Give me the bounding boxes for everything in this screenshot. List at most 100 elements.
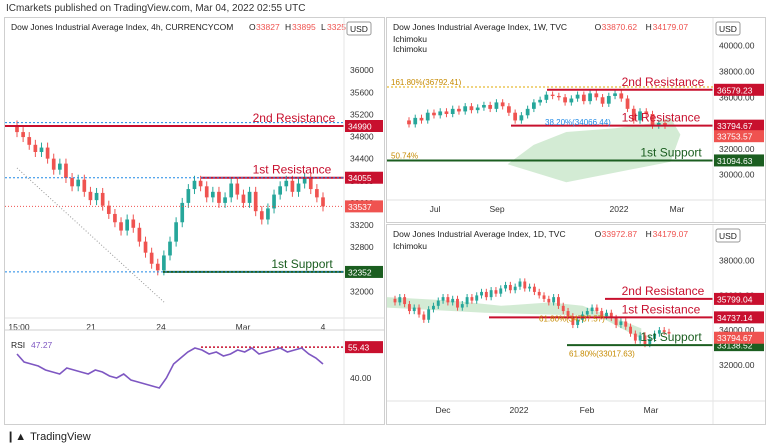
candle-body [302,178,307,184]
candle-body [94,192,99,201]
ohlc-open-value: 33972.87 [602,229,638,239]
indicator-label: Ichimoku [393,44,427,54]
candle-body [321,197,325,207]
ohlc-high-label: H [285,22,291,32]
candle-body [518,281,522,287]
currency-badge [715,21,741,36]
x-tick-label: Dec [435,405,451,415]
candle-body [619,321,623,325]
candle-body [523,281,527,289]
level-name: 2nd Resistance [622,75,705,89]
level-name: 1st Resistance [622,111,701,125]
extra-price-label: 33794.67 [717,333,753,343]
candle-body [444,111,449,114]
candle-body [500,102,505,107]
candle-body [235,183,240,195]
level-name: 1st Resistance [622,302,701,316]
level-name: 1st Support [640,330,702,344]
candle-body [588,93,592,102]
candle-body [204,186,209,198]
candle-body [556,95,561,98]
candle-body [662,330,666,332]
candle-body [576,319,580,325]
y-tick-label: 35200 [350,109,374,119]
candle-body [475,107,480,111]
chart-panel-1d: Dow Jones Industrial Average Index, 1D, … [386,224,766,425]
y-tick-label: 40000.00 [719,41,755,51]
level-price-tag [345,265,383,278]
candle-body [278,186,282,195]
y-tick-label: 34000.00 [719,325,755,335]
candle-body [563,97,567,103]
x-tick-label: Mar [670,204,685,214]
candle-body [441,297,445,301]
candle-body [457,108,461,112]
candle-body [480,291,483,296]
candle-body [469,106,474,111]
candle-body [507,106,511,113]
last-price-label: 33537 [348,202,372,212]
ohlc-open-label: O [595,22,602,32]
level-price-tag [714,83,764,96]
candle-body [600,311,604,317]
candle-body [653,333,657,339]
chart-4h[interactable]: Dow Jones Industrial Average Index, 4h, … [5,18,384,424]
candle-body [470,297,474,301]
candle-body [149,252,154,264]
footer: ❙▲ TradingView [6,430,91,444]
y-tick-label: 36000 [350,65,374,75]
y-tick-label: 38000.00 [719,66,755,76]
candle-body [456,298,459,308]
candle-body [650,114,655,126]
candle-body [606,95,611,104]
candle-body [432,305,435,310]
candle-body [100,192,105,206]
candle-body [64,163,68,178]
candle-body [538,99,542,103]
candle-body [552,297,556,303]
x-tick-label: 24 [156,322,166,332]
candle-body [624,321,628,327]
level-price-label: 31094.63 [717,156,753,166]
x-tick-label: 21 [86,322,96,332]
candle-body [528,286,532,289]
ichimoku-cloud [387,297,642,339]
level-name: 1st Support [640,145,702,159]
trend-line [16,167,166,304]
rsi-line [16,347,324,389]
ohlc-high-label: H [646,22,652,32]
candle-body [581,94,586,102]
chart-1d[interactable]: Dow Jones Industrial Average Index, 1D, … [387,225,765,424]
candle-body [143,241,148,253]
candle-body [499,288,503,294]
x-tick-label: 2022 [510,405,529,415]
candle-body [475,295,479,301]
candle-body [419,117,424,121]
candle-body [590,307,594,312]
candle-body [82,179,87,192]
rsi-level-tag [345,341,383,354]
y-tick-label: 34800 [350,132,374,142]
chart-1w[interactable]: Dow Jones Industrial Average Index, 1W, … [387,18,765,222]
last-price-tag [345,200,383,213]
ohlc-high-label: H [646,229,652,239]
candle-body [21,132,25,138]
candle-body [27,137,32,145]
candle-body [315,189,319,198]
level-price-tag [714,311,764,324]
indicator-label: Ichimoku [393,34,427,44]
candle-body [417,307,421,315]
candle-body [656,123,661,126]
candle-body [266,208,270,220]
candle-body [638,111,642,121]
candle-body [425,112,430,121]
candle-body [125,219,129,231]
chart-title: Dow Jones Industrial Average Index, 1D, … [393,229,566,239]
candle-body [575,94,580,99]
x-tick-label: Mar [236,322,251,332]
indicator-label: Ichimoku [393,241,427,251]
candle-body [544,94,549,100]
candle-body [58,163,62,170]
footer-brand: TradingView [30,430,91,443]
candle-body [446,297,450,303]
